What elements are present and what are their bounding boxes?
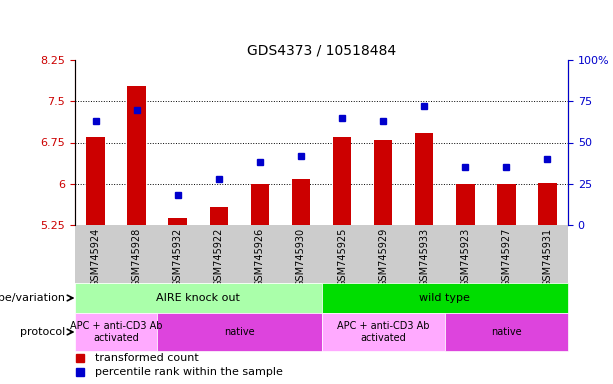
Text: GSM745923: GSM745923 — [460, 228, 470, 287]
Text: transformed count: transformed count — [95, 353, 199, 363]
Title: GDS4373 / 10518484: GDS4373 / 10518484 — [247, 43, 396, 58]
Text: APC + anti-CD3 Ab
activated: APC + anti-CD3 Ab activated — [70, 321, 162, 343]
Text: genotype/variation: genotype/variation — [0, 293, 65, 303]
Text: GSM745924: GSM745924 — [91, 228, 101, 287]
Bar — [333, 137, 351, 225]
Bar — [538, 183, 557, 225]
Text: GSM745926: GSM745926 — [255, 228, 265, 287]
Bar — [251, 184, 269, 225]
Bar — [169, 218, 187, 225]
Text: GSM745932: GSM745932 — [173, 228, 183, 287]
Text: GSM745930: GSM745930 — [296, 228, 306, 287]
Text: GSM745933: GSM745933 — [419, 228, 429, 287]
Bar — [456, 184, 474, 225]
Text: GSM745929: GSM745929 — [378, 228, 388, 287]
Text: GSM745931: GSM745931 — [543, 228, 552, 287]
Bar — [157, 313, 321, 351]
Bar — [75, 283, 321, 313]
Text: GSM745925: GSM745925 — [337, 228, 347, 287]
Text: native: native — [224, 327, 254, 337]
Text: native: native — [491, 327, 522, 337]
Bar — [292, 179, 310, 225]
Bar — [374, 140, 392, 225]
Text: APC + anti-CD3 Ab
activated: APC + anti-CD3 Ab activated — [337, 321, 429, 343]
Text: AIRE knock out: AIRE knock out — [156, 293, 240, 303]
Text: percentile rank within the sample: percentile rank within the sample — [95, 367, 283, 377]
Text: GSM745928: GSM745928 — [132, 228, 142, 287]
Text: wild type: wild type — [419, 293, 470, 303]
Bar — [128, 86, 146, 225]
Bar — [321, 283, 568, 313]
Bar — [210, 207, 228, 225]
Bar — [86, 137, 105, 225]
Bar — [497, 184, 516, 225]
Bar — [75, 313, 157, 351]
Bar — [445, 313, 568, 351]
Bar — [415, 133, 433, 225]
Text: GSM745927: GSM745927 — [501, 228, 511, 287]
Text: GSM745922: GSM745922 — [214, 228, 224, 287]
Bar — [321, 313, 445, 351]
Text: protocol: protocol — [20, 327, 65, 337]
